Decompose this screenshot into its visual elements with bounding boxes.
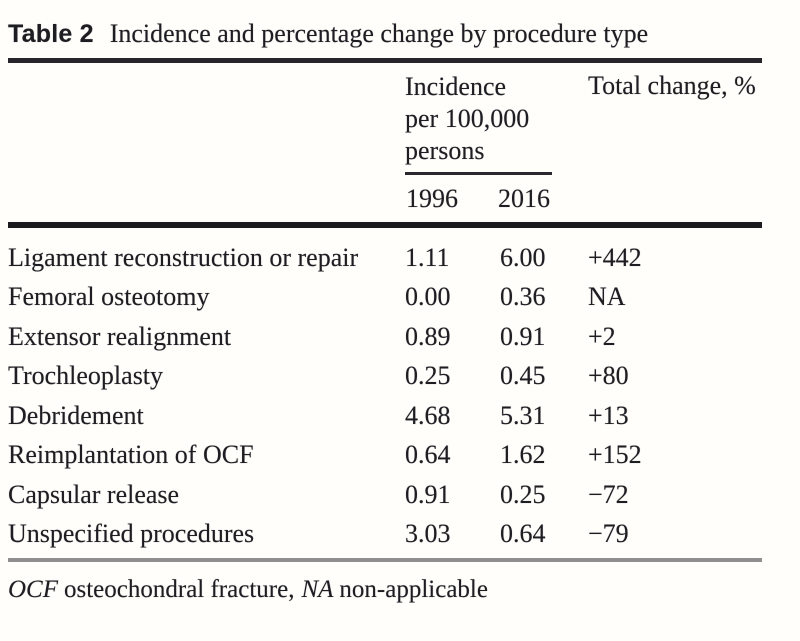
value-2016-cell: 0.91 — [500, 321, 546, 351]
footnote-abbr-ocf: OCF — [8, 576, 58, 603]
change-cell: −72 — [588, 479, 629, 509]
table-row: Unspecified procedures 3.03 0.64 −79 — [8, 515, 762, 555]
spanner-rule — [405, 172, 552, 175]
mid-rule — [8, 222, 762, 228]
table-row: Ligament reconstruction or repair 1.11 6… — [8, 238, 762, 278]
header-year-2016: 2016 — [498, 184, 550, 213]
value-1996-cell: 4.68 — [405, 400, 451, 430]
footnote-def-na: non-applicable — [339, 576, 488, 603]
procedure-cell: Debridement — [8, 400, 144, 430]
procedure-cell: Femoral osteotomy — [8, 282, 210, 312]
header-year-1996: 1996 — [406, 184, 458, 213]
table-caption-label: Table 2 — [8, 20, 94, 48]
value-1996-cell: 3.03 — [405, 519, 451, 549]
procedure-cell: Trochleoplasty — [8, 361, 164, 391]
table-caption-text: Incidence and percentage change by proce… — [109, 19, 649, 48]
footnote-abbr-na: NA — [301, 576, 334, 603]
value-2016-cell: 5.31 — [500, 400, 546, 430]
value-1996-cell: 0.25 — [405, 361, 451, 391]
bottom-rule — [8, 558, 762, 562]
procedure-cell: Reimplantation of OCF — [8, 440, 254, 470]
value-2016-cell: 6.00 — [500, 242, 546, 272]
table-row: Capsular release 0.91 0.25 −72 — [8, 475, 762, 515]
top-rule — [8, 58, 762, 63]
procedure-cell: Capsular release — [8, 479, 180, 509]
change-cell: +442 — [588, 242, 642, 272]
value-2016-cell: 0.25 — [500, 479, 546, 509]
change-cell: +80 — [588, 361, 629, 391]
value-1996-cell: 0.89 — [405, 321, 451, 351]
value-1996-cell: 0.91 — [405, 479, 451, 509]
value-1996-cell: 0.00 — [405, 282, 451, 312]
table-footnote: OCF osteochondral fracture, NA non-applicab… — [8, 576, 495, 604]
change-cell: +152 — [588, 440, 642, 470]
table-row: Reimplantation of OCF 0.64 1.62 +152 — [8, 436, 762, 476]
table-body: Ligament reconstruction or repair 1.11 6… — [8, 238, 762, 554]
value-1996-cell: 1.11 — [405, 242, 450, 272]
change-cell: −79 — [588, 519, 629, 549]
procedure-cell: Unspecified procedures — [8, 519, 255, 549]
value-1996-cell: 0.64 — [405, 440, 451, 470]
footnote-def-ocf: osteochondral fracture, — [64, 576, 295, 603]
table-row: Debridement 4.68 5.31 +13 — [8, 396, 762, 436]
change-cell: +13 — [588, 400, 629, 430]
procedure-cell: Ligament reconstruction or repair — [8, 242, 359, 272]
value-2016-cell: 1.62 — [500, 440, 546, 470]
table-row: Femoral osteotomy 0.00 0.36 NA — [8, 278, 762, 318]
change-cell: NA — [588, 282, 626, 312]
value-2016-cell: 0.45 — [500, 361, 546, 391]
value-2016-cell: 0.36 — [500, 282, 546, 312]
table-row: Trochleoplasty 0.25 0.45 +80 — [8, 357, 762, 397]
table-caption: Table 2 Incidence and percentage change b… — [8, 19, 768, 49]
header-total-change: Total change, % — [588, 71, 756, 100]
procedure-cell: Extensor realignment — [8, 321, 232, 351]
header-incidence-group: Incidence per 100,000 persons — [405, 72, 530, 165]
value-2016-cell: 0.64 — [500, 519, 546, 549]
change-cell: +2 — [588, 321, 616, 351]
table-row: Extensor realignment 0.89 0.91 +2 — [8, 317, 762, 357]
